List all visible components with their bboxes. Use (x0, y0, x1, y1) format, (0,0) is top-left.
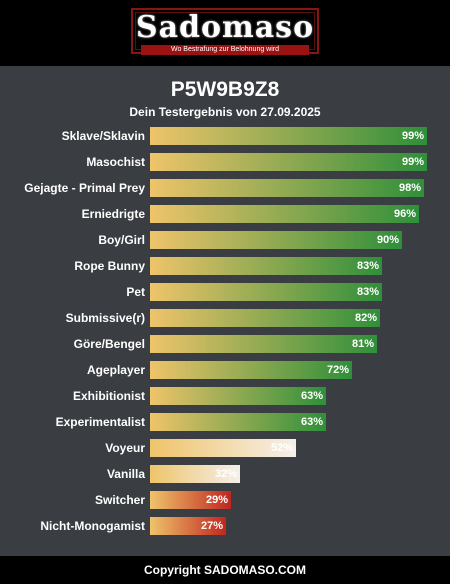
result-title: P5W9B9Z8 (170, 78, 280, 101)
result-value: 63% (300, 390, 323, 402)
result-bar: 29% (150, 491, 231, 509)
result-bar: 90% (150, 231, 402, 249)
result-row: Exhibitionist 63% (0, 387, 450, 405)
result-label: Pet (126, 285, 145, 299)
result-row: Göre/Bengel 81% (0, 335, 450, 353)
result-bar: 98% (150, 179, 424, 197)
result-label: Göre/Bengel (73, 337, 145, 351)
result-row: Gejagte - Primal Prey 98% (0, 179, 450, 197)
result-value: 90% (376, 234, 399, 246)
result-bar: 99% (150, 127, 427, 145)
result-value: 83% (356, 286, 379, 298)
result-bar: 63% (150, 413, 326, 431)
result-bar: 32% (150, 465, 240, 483)
result-value: 83% (356, 260, 379, 272)
result-row: Sklave/Sklavin 99% (0, 127, 450, 145)
result-value: 32% (214, 468, 237, 480)
result-value: 52% (270, 442, 293, 454)
result-bar: 99% (150, 153, 427, 171)
copyright-text: Copyright SADOMASO.COM (144, 563, 306, 577)
result-label: Voyeur (105, 441, 145, 455)
result-row: Experimentalist 63% (0, 413, 450, 431)
result-row: Masochist 99% (0, 153, 450, 171)
result-label: Switcher (94, 493, 145, 507)
result-label: Rope Bunny (74, 259, 145, 273)
result-bar: 72% (150, 361, 352, 379)
result-row: Boy/Girl 90% (0, 231, 450, 249)
result-row: Ageplayer 72% (0, 361, 450, 379)
result-label: Gejagte - Primal Prey (24, 181, 145, 195)
result-value: 99% (401, 130, 424, 142)
result-row: Erniedrigte 96% (0, 205, 450, 223)
result-row: Switcher 29% (0, 491, 450, 509)
result-row: Vanilla 32% (0, 465, 450, 483)
result-label: Exhibitionist (73, 389, 145, 403)
logo-text: Sadomaso (135, 10, 315, 45)
result-bar: 82% (150, 309, 380, 327)
result-value: 96% (393, 208, 416, 220)
result-value: 72% (326, 364, 349, 376)
result-row: Rope Bunny 83% (0, 257, 450, 275)
result-value: 98% (398, 182, 421, 194)
result-value: 63% (300, 416, 323, 428)
result-bar: 52% (150, 439, 296, 457)
result-bar: 83% (150, 283, 382, 301)
result-label: Erniedrigte (81, 207, 145, 221)
result-bar: 63% (150, 387, 326, 405)
footer: Copyright SADOMASO.COM (0, 556, 450, 584)
result-label: Nicht-Monogamist (40, 519, 145, 533)
result-value: 82% (354, 312, 377, 324)
result-row: Nicht-Monogamist 27% (0, 517, 450, 535)
result-bar: 83% (150, 257, 382, 275)
sadomaso-logo[interactable]: Sadomaso Wo Bestrafung zur Belohnung wir… (131, 8, 319, 55)
result-subtitle: Dein Testergebnis von 27.09.2025 (129, 105, 321, 119)
header: Sadomaso Wo Bestrafung zur Belohnung wir… (0, 0, 450, 66)
result-row: Pet 83% (0, 283, 450, 301)
result-label: Experimentalist (55, 415, 145, 429)
result-label: Vanilla (106, 467, 145, 481)
result-value: 27% (200, 520, 223, 532)
result-value: 99% (401, 156, 424, 168)
result-label: Boy/Girl (98, 233, 145, 247)
logo-tagline: Wo Bestrafung zur Belohnung wird (141, 45, 309, 55)
result-label: Sklave/Sklavin (61, 129, 145, 143)
result-value: 81% (351, 338, 374, 350)
result-row: Submissive(r) 82% (0, 309, 450, 327)
result-label: Masochist (86, 155, 145, 169)
result-value: 29% (205, 494, 228, 506)
result-row: Voyeur 52% (0, 439, 450, 457)
result-label: Ageplayer (86, 363, 145, 377)
result-bar: 27% (150, 517, 226, 535)
result-bar: 96% (150, 205, 419, 223)
result-label: Submissive(r) (65, 311, 145, 325)
result-bar: 81% (150, 335, 377, 353)
